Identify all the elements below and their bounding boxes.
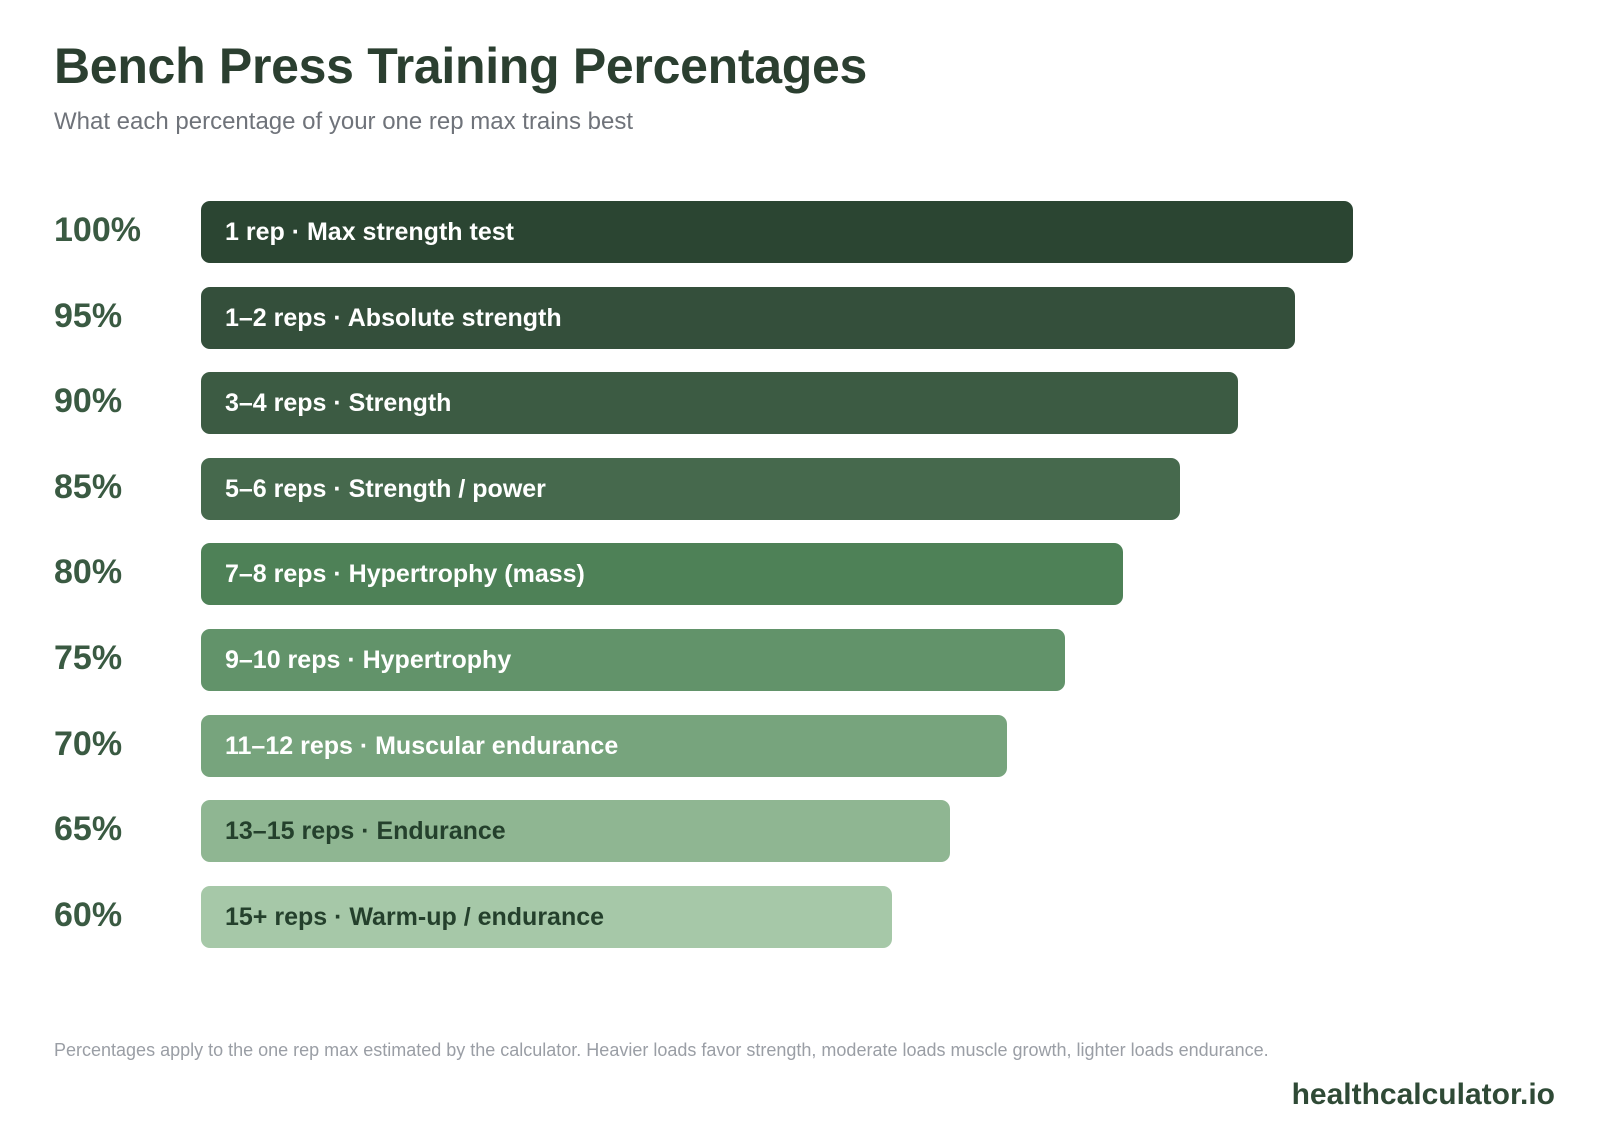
chart-subtitle: What each percentage of your one rep max…	[54, 108, 633, 135]
chart-title: Bench Press Training Percentages	[54, 38, 867, 94]
bar-data-label: 9–10 reps · Hypertrophy	[225, 646, 512, 674]
category-label: 70%	[54, 725, 123, 763]
bar: 15+ reps · Warm-up / endurance	[201, 886, 892, 948]
category-label: 100%	[54, 211, 141, 249]
bar: 7–8 reps · Hypertrophy (mass)	[201, 543, 1123, 605]
bar-data-label: 5–6 reps · Strength / power	[225, 475, 546, 503]
bar-data-label: 3–4 reps · Strength	[225, 389, 452, 417]
bar-data-label: 11–12 reps · Muscular endurance	[225, 732, 619, 760]
bar-data-label: 1–2 reps · Absolute strength	[225, 304, 562, 332]
bar: 1–2 reps · Absolute strength	[201, 287, 1295, 349]
bar-data-label: 13–15 reps · Endurance	[225, 817, 506, 845]
bar: 9–10 reps · Hypertrophy	[201, 629, 1065, 691]
brand-logo-text: healthcalculator.io	[1291, 1078, 1555, 1111]
category-label: 80%	[54, 553, 123, 591]
bar: 5–6 reps · Strength / power	[201, 458, 1180, 520]
category-label: 60%	[54, 896, 123, 934]
bar-data-label: 15+ reps · Warm-up / endurance	[225, 903, 605, 931]
bar: 11–12 reps · Muscular endurance	[201, 715, 1007, 777]
category-label: 85%	[54, 468, 123, 506]
footnote: Percentages apply to the one rep max est…	[54, 1040, 1269, 1060]
bar-data-label: 1 rep · Max strength test	[225, 218, 514, 246]
bar: 3–4 reps · Strength	[201, 372, 1238, 434]
category-label: 65%	[54, 810, 123, 848]
bar-chart: 100% 1 rep · Max strength test 95% 1–2 reps…	[54, 201, 1353, 948]
bar: 13–15 reps · Endurance	[201, 800, 950, 862]
bar: 1 rep · Max strength test	[201, 201, 1353, 263]
category-label: 95%	[54, 297, 123, 335]
category-label: 90%	[54, 382, 123, 420]
category-label: 75%	[54, 639, 123, 677]
bar-data-label: 7–8 reps · Hypertrophy (mass)	[225, 560, 585, 588]
